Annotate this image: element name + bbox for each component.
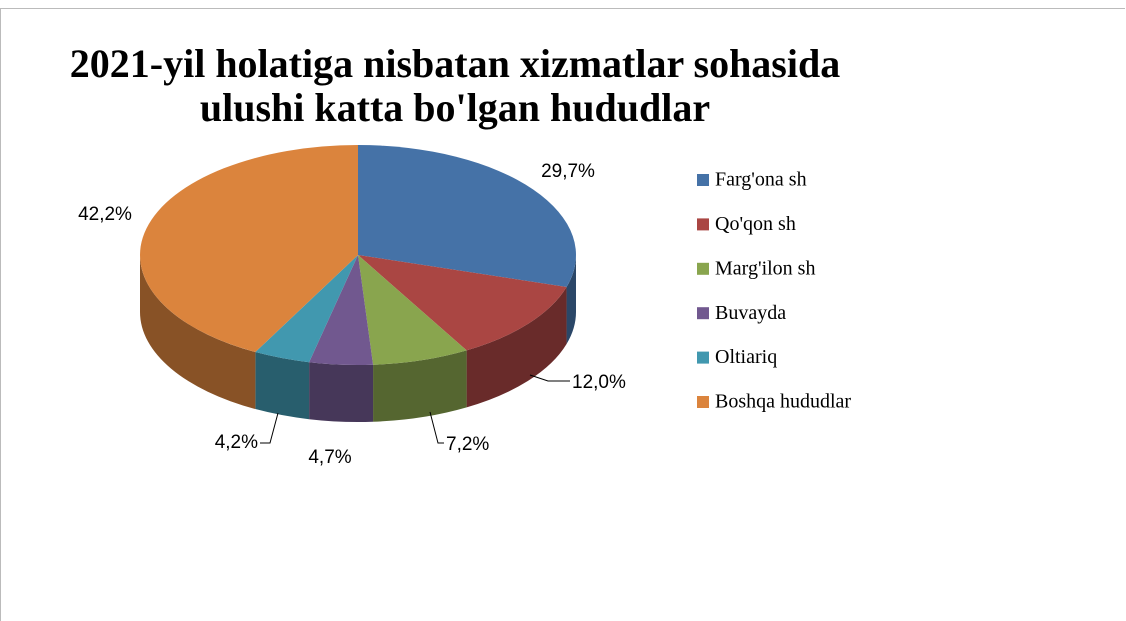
leader-line [529,374,570,382]
data-label: 4,7% [308,447,351,468]
pie-slice [140,145,358,353]
legend-swatch [697,174,709,186]
data-label: 29,7% [541,161,595,182]
legend-label: Farg'ona sh [715,169,807,191]
legend-label: Boshqa hududlar [715,391,851,413]
pie-side [255,352,310,420]
pie-side [466,287,567,408]
pie-side [140,255,256,410]
legend-label: Oltiariq [715,346,777,368]
legend-swatch [697,307,709,320]
frame [0,8,1125,621]
legend-swatch [697,262,709,275]
data-label: 4,2% [215,432,258,453]
data-label: 7,2% [446,434,489,455]
pie-side [373,350,467,422]
pie-slice [358,145,576,288]
legend-label: Marg'ilon sh [715,257,815,279]
leader-line [429,411,444,444]
legend-label: Qo'qon sh [715,213,796,235]
pie-side [309,362,374,422]
data-label: 12,0% [572,372,626,393]
data-label: 42,2% [78,204,132,225]
chart-title: 2021-yil holatiga nisbatan xizmatlar soh… [69,41,841,130]
pie-side [566,255,576,345]
legend-swatch [697,396,709,408]
pie-slice [255,255,358,363]
leader-line [260,412,279,444]
legend-swatch [697,218,709,231]
legend-label: Buvayda [715,302,786,324]
pie-slice [358,255,467,365]
legend-swatch [697,351,709,364]
pie-slice [309,255,374,365]
pie-slice [358,255,567,351]
